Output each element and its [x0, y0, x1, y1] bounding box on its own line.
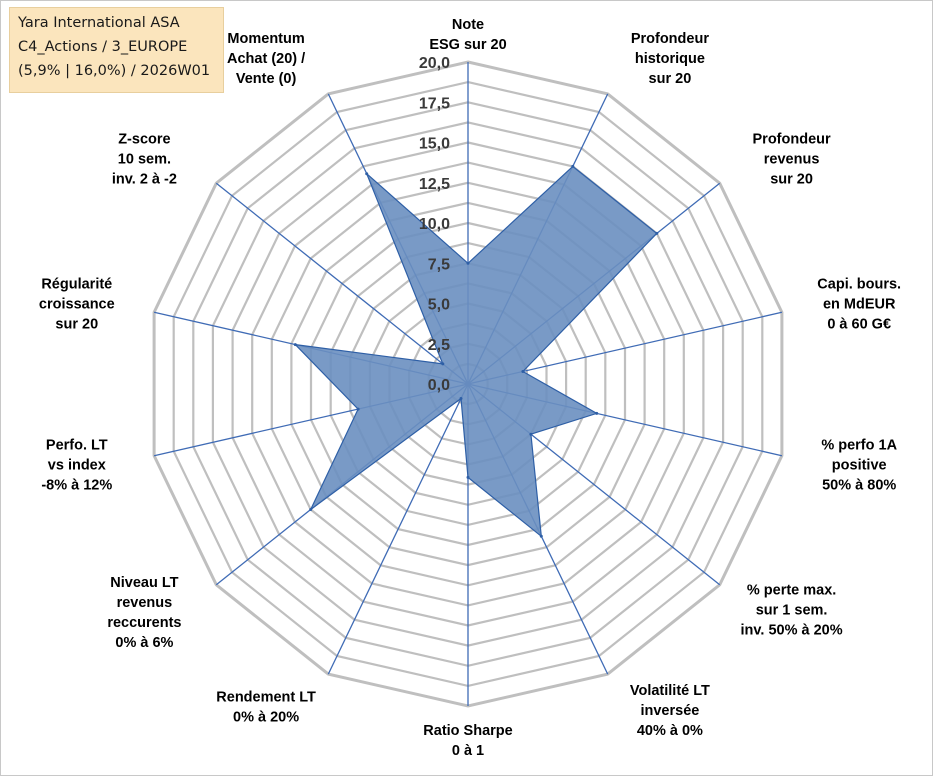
category-labels: Note ESG sur 20 Profondeur historique sur 20…: [39, 17, 901, 759]
series-point: [521, 370, 525, 373]
category-label-line: positive: [832, 458, 887, 474]
category-label-line: reccurents: [107, 615, 181, 631]
category-label: Profondeur historique sur 20: [631, 31, 709, 87]
category-label-line: sur 20: [649, 71, 692, 87]
category-label-line: revenus: [764, 151, 820, 167]
r-tick-label: 15,0: [419, 136, 450, 153]
series-point: [571, 164, 575, 168]
category-label: Perfo. LT vs index -8% à 12%: [41, 438, 112, 494]
category-label-line: Rendement LT: [216, 690, 316, 706]
category-label-line: Ratio Sharpe: [423, 723, 512, 739]
category-label-line: Profondeur: [753, 131, 831, 147]
category-label-line: 40% à 0%: [637, 723, 703, 739]
r-tick-label: 7,5: [428, 256, 450, 273]
r-tick-label: 17,5: [419, 95, 450, 112]
category-label: Profondeur revenus sur 20: [753, 131, 831, 187]
category-label-line: historique: [635, 51, 705, 67]
category-label-line: 0% à 6%: [115, 635, 173, 651]
radar-spoke: [215, 182, 469, 385]
category-label-line: en MdEUR: [823, 296, 896, 312]
category-label-line: sur 1 sem.: [756, 603, 828, 619]
series-point: [466, 475, 470, 479]
category-label-line: Achat (20) /: [227, 51, 305, 67]
category-label: % perfo 1A positive 50% à 80%: [821, 438, 897, 494]
series-point: [309, 508, 313, 511]
category-label-line: 0 à 1: [452, 743, 484, 759]
r-tick-label: 5,0: [428, 297, 450, 314]
series-point: [365, 172, 369, 176]
series-point: [441, 362, 445, 366]
category-label-line: Profondeur: [631, 31, 709, 47]
category-label: Note ESG sur 20: [429, 17, 506, 53]
r-tick-label: 10,0: [419, 216, 450, 233]
category-label-line: inversée: [640, 703, 699, 719]
category-label: % perte max. sur 1 sem. inv. 50% à 20%: [741, 583, 843, 639]
r-tick-label: 20,0: [419, 55, 450, 72]
category-label-line: Z-score: [118, 131, 170, 147]
info-category: C4_Actions / 3_EUROPE: [18, 39, 188, 55]
category-label-line: 10 sem.: [118, 151, 171, 167]
category-label: Régularité croissance sur 20: [39, 276, 115, 332]
category-label: Rendement LT 0% à 20%: [216, 690, 316, 726]
series-point: [466, 261, 470, 265]
category-label-line: ESG sur 20: [429, 37, 506, 53]
radar-spoke: [327, 383, 469, 675]
category-label: Capi. bours. en MdEUR 0 à 60 G€: [817, 276, 901, 332]
radar-series: [293, 164, 659, 538]
category-label-line: Niveau LT: [110, 575, 178, 591]
category-label-line: inv. 2 à -2: [112, 171, 177, 187]
r-tick-label: 0,0: [428, 377, 450, 394]
r-tick-label: 12,5: [419, 176, 450, 193]
category-label-line: -8% à 12%: [41, 478, 112, 494]
info-company-name: Yara International ASA: [18, 15, 180, 31]
category-label: Momentum Achat (20) / Vente (0): [227, 31, 305, 87]
category-label: Z-score 10 sem. inv. 2 à -2: [112, 131, 177, 187]
category-label-line: sur 20: [770, 171, 813, 187]
category-label-line: 50% à 80%: [822, 478, 896, 494]
category-label-line: Régularité: [41, 276, 112, 292]
category-label: Volatilité LT inversée 40% à 0%: [630, 683, 710, 739]
series-point: [595, 411, 599, 415]
radial-tick-labels: 0,0 2,5 5,0 7,5 10,0 12,5 15,0 17,5 20,0: [419, 55, 450, 394]
category-label-line: 0% à 20%: [233, 710, 299, 726]
info-period: (5,9% | 16,0%) / 2026W01: [18, 63, 211, 79]
category-label: Ratio Sharpe 0 à 1: [423, 723, 512, 759]
category-label-line: % perfo 1A: [821, 438, 897, 454]
series-point: [539, 534, 543, 538]
series-point: [356, 407, 360, 411]
category-label-line: Note: [452, 17, 484, 33]
category-label-line: vs index: [48, 458, 106, 474]
info-box: Yara International ASA C4_Actions / 3_EU…: [9, 7, 224, 93]
series-point: [655, 231, 659, 235]
category-label-line: revenus: [117, 595, 173, 611]
category-label-line: % perte max.: [747, 583, 836, 599]
category-label: Niveau LT revenus reccurents 0% à 6%: [107, 575, 181, 651]
category-label-line: croissance: [39, 296, 115, 312]
category-label-line: Momentum: [227, 31, 304, 47]
r-tick-label: 2,5: [428, 337, 450, 354]
category-label-line: 0 à 60 G€: [827, 316, 891, 332]
category-label-line: Volatilité LT: [630, 683, 710, 699]
category-label-line: Perfo. LT: [46, 438, 108, 454]
series-point: [529, 432, 533, 436]
category-label-line: sur 20: [55, 316, 98, 332]
series-point: [459, 397, 463, 400]
category-label-line: Vente (0): [236, 71, 297, 87]
category-label-line: Capi. bours.: [817, 276, 901, 292]
series-point: [293, 343, 297, 347]
category-label-line: inv. 50% à 20%: [741, 623, 843, 639]
series-area: [293, 165, 658, 538]
